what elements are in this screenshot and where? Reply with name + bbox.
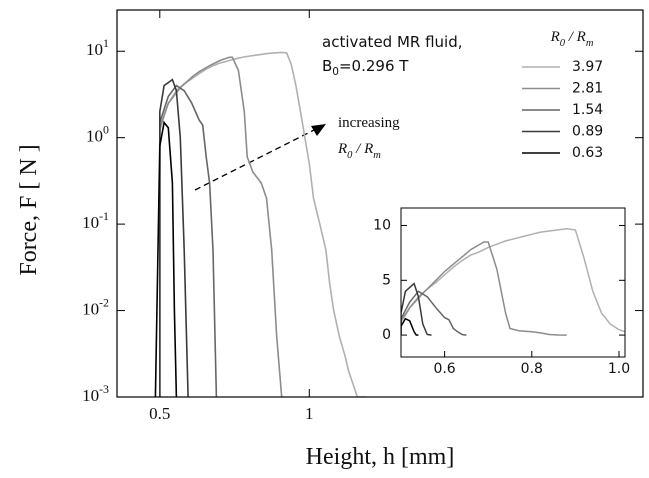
inset-series-line: [401, 282, 432, 336]
series-line: [159, 78, 189, 397]
inset-y-tick-label: 5: [382, 272, 391, 288]
annotation: increasing: [338, 115, 400, 131]
x-tick-label: 0.5: [149, 404, 170, 423]
arrow: [194, 127, 319, 191]
inset-x-tick-label: 0.6: [433, 361, 455, 377]
legend-label: 3.97: [572, 59, 603, 75]
legend-label: 2.81: [572, 81, 603, 97]
inset-y-tick-label: 0: [382, 327, 391, 343]
y-tick-label: 100: [86, 122, 109, 145]
inset-series-line: [401, 317, 419, 336]
annotation: activated MR fluid,: [322, 33, 463, 51]
inset-x-tick-label: 1.0: [608, 361, 630, 377]
inset-x-tick-label: 0.8: [521, 361, 543, 377]
x-tick-label: 1: [305, 404, 314, 423]
x-axis-label: Height, h [mm]: [306, 444, 455, 470]
series-line: [159, 51, 366, 397]
y-tick-label: 10-1: [82, 209, 109, 232]
annotation: R0 / Rm: [337, 141, 381, 160]
y-axis-label: Force, F [ N ]: [16, 144, 42, 275]
y-tick-label: 101: [86, 36, 109, 59]
inset-series-line: [401, 228, 625, 336]
plot-lines: [154, 51, 366, 397]
legend-label: 1.54: [572, 102, 603, 118]
annotation: B0=0.296 T: [322, 57, 409, 79]
legend-title: R0 / Rm: [550, 29, 594, 48]
y-tick-label: 10-3: [82, 382, 109, 405]
y-tick-label: 10-2: [82, 295, 109, 318]
legend-label: 0.89: [572, 124, 603, 140]
legend-label: 0.63: [572, 145, 603, 161]
inset-lines: [401, 228, 625, 336]
inset-background: [401, 208, 625, 357]
inset-series-line: [401, 290, 467, 336]
plot-frame: [116, 9, 644, 398]
arrow-head: [311, 124, 326, 136]
series-line: [154, 120, 178, 397]
series-line: [159, 84, 218, 397]
inset-y-tick-label: 10: [373, 218, 391, 234]
inset-frame: [400, 207, 626, 358]
